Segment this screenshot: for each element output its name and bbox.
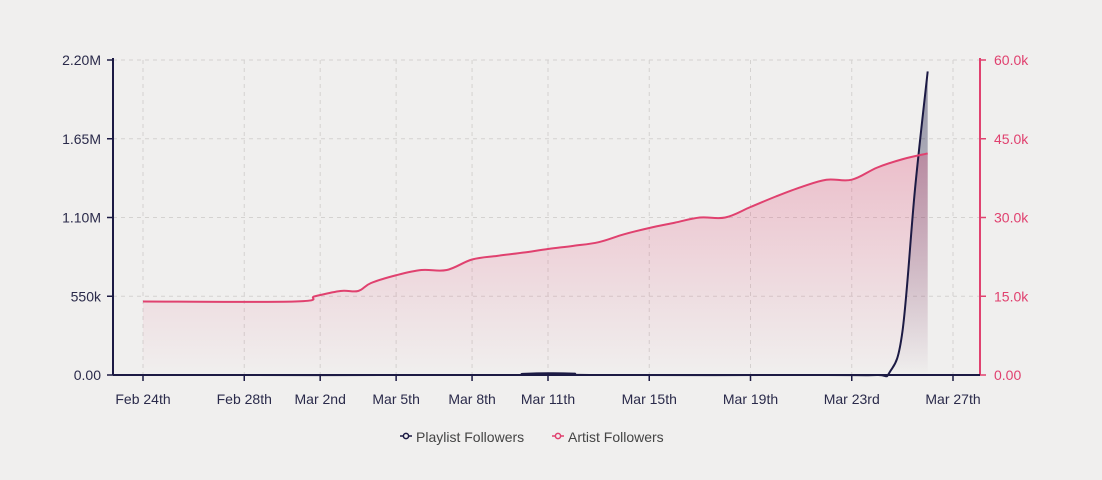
y-left-tick-label: 0.00: [74, 367, 101, 383]
x-tick-label: Mar 8th: [448, 391, 495, 407]
artist-followers-area: [143, 153, 928, 375]
legend-marker-icon: [554, 432, 562, 440]
x-tick-label: Mar 27th: [925, 391, 980, 407]
legend-marker-icon: [402, 432, 410, 440]
y-right-tick-label: 30.0k: [994, 210, 1029, 226]
legend-item-playlist-followers[interactable]: Playlist Followers: [400, 429, 524, 445]
x-tick-label: Mar 23rd: [824, 391, 880, 407]
x-tick-label: Mar 19th: [723, 391, 778, 407]
x-tick-label: Mar 2nd: [295, 391, 346, 407]
y-right-tick-label: 60.0k: [994, 52, 1029, 68]
x-tick-label: Feb 24th: [115, 391, 170, 407]
legend-item-artist-followers[interactable]: Artist Followers: [552, 429, 664, 445]
legend-label: Artist Followers: [568, 429, 664, 445]
y-left-tick-label: 1.10M: [62, 210, 101, 226]
legend-label: Playlist Followers: [416, 429, 524, 445]
series-areas: [143, 71, 928, 377]
x-tick-label: Feb 28th: [217, 391, 272, 407]
y-left-tick-label: 550k: [71, 288, 102, 304]
axes: 0.00 550k 1.10M 1.65M 2.20M 0.00 15.0k 30.0k 45.…: [62, 52, 1029, 407]
y-left-tick-label: 1.65M: [62, 131, 101, 147]
y-right-tick-label: 0.00: [994, 367, 1021, 383]
artist-followers-line[interactable]: [142, 152, 928, 303]
y-right-tick-label: 15.0k: [994, 288, 1029, 304]
legend: Playlist Followers Artist Followers: [400, 429, 664, 445]
x-tick-label: Mar 15th: [622, 391, 677, 407]
y-left-tick-label: 2.20M: [62, 52, 101, 68]
y-right-tick-label: 45.0k: [994, 131, 1029, 147]
x-tick-label: Mar 5th: [372, 391, 419, 407]
x-tick-label: Mar 11th: [521, 391, 575, 407]
